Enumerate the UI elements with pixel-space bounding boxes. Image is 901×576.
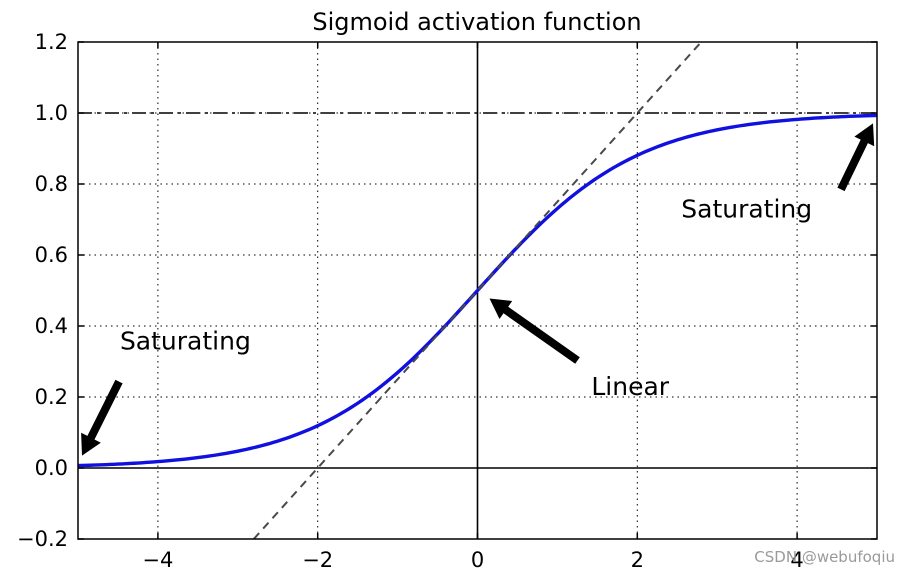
linear-label: Linear [591, 372, 669, 401]
saturating-right-label: Saturating [681, 195, 812, 224]
x-tick-label: 0 [471, 548, 484, 572]
x-tick-label: −2 [302, 548, 333, 572]
linear-arrow [489, 298, 580, 364]
x-tick-label: −4 [142, 548, 173, 572]
sigmoid-curve [78, 113, 877, 468]
watermark-text: CSDN @webufoqiu [754, 548, 895, 566]
chart-title: Sigmoid activation function [312, 8, 641, 36]
y-tick-label: 0.6 [35, 243, 68, 267]
y-tick-label: −0.2 [17, 527, 68, 551]
axis-ticks: −4 −2 0 2 4 −0.2 0.0 0.2 0.4 0.6 0.8 1.0 1.2 [17, 30, 877, 572]
y-tick-label: 0.4 [35, 314, 68, 338]
series-layer [78, 42, 877, 539]
grid-lines [78, 42, 877, 539]
saturating-right-arrow [837, 123, 875, 192]
y-tick-label: 1.2 [35, 30, 68, 54]
y-tick-label: 0.0 [35, 456, 68, 480]
saturating-left-label: Saturating [120, 327, 251, 356]
annotations: Saturating Linear Saturating [81, 123, 875, 456]
x-tick-label: 2 [631, 548, 644, 572]
y-tick-label: 0.8 [35, 172, 68, 196]
y-tick-label: 1.0 [35, 101, 68, 125]
y-tick-label: 0.2 [35, 385, 68, 409]
x-tick-label: 4 [790, 548, 803, 572]
saturating-left-arrow [81, 379, 123, 456]
